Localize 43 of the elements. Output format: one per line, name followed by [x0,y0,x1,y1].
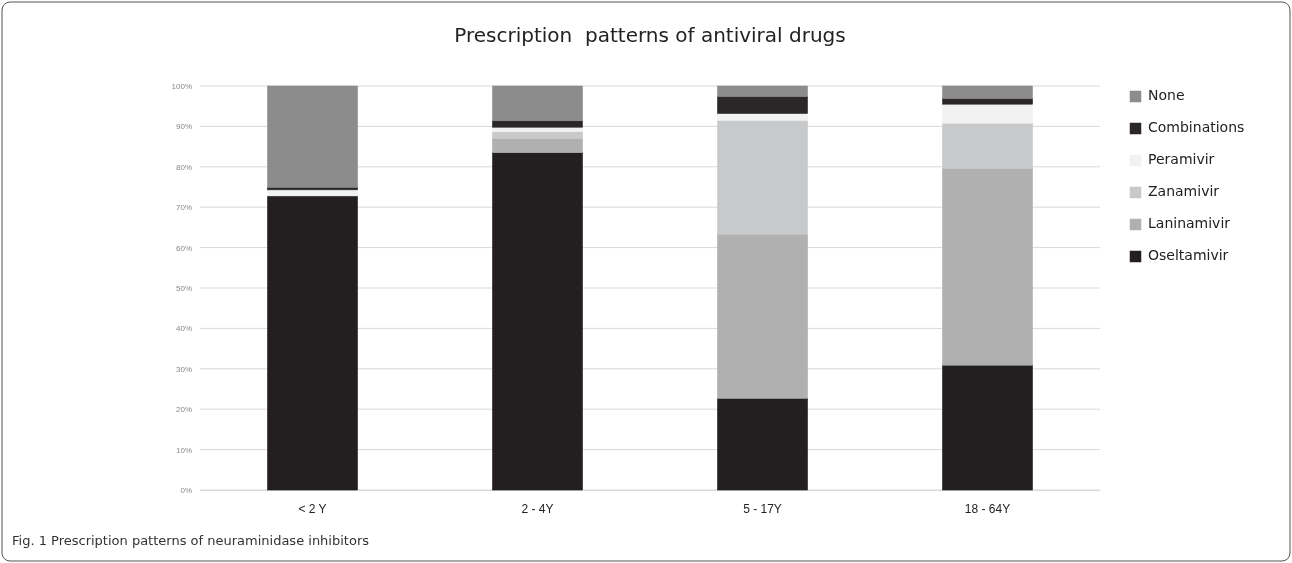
bar [717,113,808,121]
bar [267,189,358,197]
x-tick-label: 18 - 64Y [964,501,1011,516]
y-tick-label: 60% [175,243,192,253]
bar [717,120,808,235]
y-tick-label: 80% [175,162,192,172]
bar [942,364,1033,491]
bar [492,152,583,491]
y-tick-label: 30% [175,364,192,374]
y-tick-label: 20% [175,405,192,415]
bar [717,233,808,399]
y-tick-label: 70% [175,203,192,213]
legend-label: None [1148,87,1185,103]
y-tick-label: 50% [175,284,192,294]
bar [267,195,358,491]
bar [717,96,808,114]
y-tick-label: 40% [175,324,192,334]
y-tick-label: 100% [171,82,192,92]
legend-label: Combinations [1148,119,1245,135]
bar [717,397,808,491]
y-tick-label: 10% [175,445,192,455]
y-tick-label: 0% [180,486,192,496]
bar [267,85,358,188]
caption: Fig. 1 Prescription patterns of neuraminidase inhibitors [12,533,370,548]
chart-title: Prescription patterns of antiviral drugs [454,23,846,47]
bar [492,138,583,153]
bar [492,85,583,122]
y-tick-label: 90% [175,122,192,132]
legend-label: Oseltamivir [1148,247,1229,263]
bar [942,98,1033,105]
bar [492,120,583,128]
bar [942,103,1033,124]
bar [942,168,1033,366]
x-tick-label: 2 - 4Y [521,501,554,516]
bar [492,131,583,139]
bar [942,122,1033,169]
x-tick-label: < 2 Y [298,501,327,516]
legend-label: Laninamivir [1148,215,1231,231]
x-tick-label: 5 - 17Y [743,501,782,516]
legend-label: Peramivir [1148,151,1215,167]
bar [942,85,1033,99]
bar [717,85,808,97]
legend-label: Zanamivir [1148,183,1220,199]
